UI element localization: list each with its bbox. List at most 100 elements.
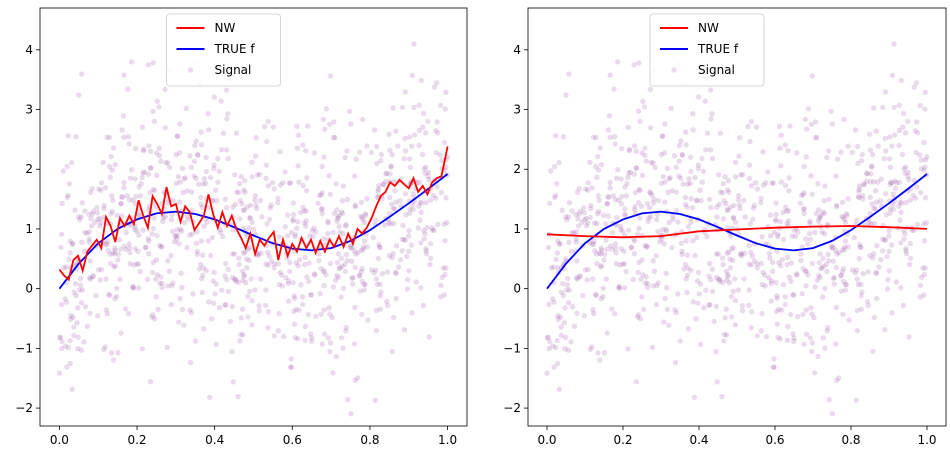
signal-point bbox=[614, 214, 620, 221]
signal-point bbox=[890, 191, 896, 197]
signal-point bbox=[118, 330, 124, 336]
signal-point bbox=[605, 127, 612, 133]
signal-point bbox=[402, 148, 409, 154]
signal-point bbox=[263, 287, 269, 293]
signal-point bbox=[809, 311, 815, 317]
signal-point bbox=[357, 288, 363, 294]
signal-point bbox=[76, 92, 82, 98]
signal-point bbox=[319, 210, 325, 217]
signal-point bbox=[907, 240, 914, 247]
signal-point bbox=[684, 252, 690, 258]
signal-point bbox=[256, 303, 262, 309]
signal-point bbox=[318, 311, 324, 317]
signal-point bbox=[232, 172, 238, 178]
signal-point bbox=[616, 197, 622, 203]
signal-point bbox=[236, 189, 242, 196]
signal-point bbox=[121, 72, 127, 78]
signal-point bbox=[324, 230, 331, 237]
signal-point bbox=[229, 349, 235, 355]
x-tick-label: 0.4 bbox=[205, 433, 224, 447]
signal-point bbox=[825, 251, 831, 258]
signal-point bbox=[664, 165, 671, 172]
signal-point bbox=[383, 170, 389, 177]
signal-point bbox=[359, 266, 365, 272]
signal-point bbox=[740, 171, 746, 178]
signal-point bbox=[121, 243, 128, 249]
signal-point bbox=[891, 41, 897, 47]
signal-point bbox=[631, 251, 638, 257]
signal-point bbox=[265, 309, 272, 315]
signal-point bbox=[770, 364, 776, 370]
signal-point bbox=[264, 249, 271, 256]
signal-point bbox=[805, 272, 811, 278]
signal-point bbox=[794, 272, 800, 278]
signal-point bbox=[373, 217, 379, 223]
signal-point bbox=[311, 271, 318, 277]
signal-point bbox=[706, 196, 713, 202]
signal-point bbox=[719, 394, 725, 400]
signal-point bbox=[435, 130, 441, 136]
signal-point bbox=[247, 202, 254, 209]
signal-point bbox=[409, 72, 415, 79]
signal-point bbox=[746, 162, 753, 168]
signal-point bbox=[618, 226, 624, 233]
signal-point bbox=[786, 188, 792, 194]
signal-point bbox=[809, 348, 815, 355]
signal-point bbox=[62, 343, 69, 349]
signal-point bbox=[597, 145, 603, 151]
signal-point bbox=[854, 143, 861, 150]
signal-point bbox=[337, 229, 343, 235]
signal-point bbox=[239, 201, 245, 207]
signal-point bbox=[397, 198, 403, 204]
signal-point bbox=[224, 116, 230, 122]
signal-point bbox=[607, 134, 613, 141]
signal-point bbox=[672, 359, 679, 366]
signal-point bbox=[171, 239, 178, 245]
signal-point bbox=[670, 216, 676, 223]
signal-point bbox=[288, 364, 295, 370]
signal-point bbox=[552, 133, 559, 139]
signal-point bbox=[392, 269, 399, 276]
signal-point bbox=[236, 181, 243, 187]
signal-point bbox=[748, 118, 755, 125]
signal-point bbox=[625, 174, 631, 181]
signal-point bbox=[136, 211, 142, 217]
signal-point bbox=[625, 346, 631, 352]
signal-point bbox=[814, 277, 821, 283]
signal-point bbox=[672, 153, 678, 159]
signal-point bbox=[799, 291, 805, 297]
signal-point bbox=[109, 167, 115, 173]
signal-point bbox=[238, 331, 244, 338]
signal-point bbox=[109, 193, 115, 199]
signal-point bbox=[818, 212, 824, 219]
signal-point bbox=[193, 240, 200, 246]
signal-point bbox=[891, 104, 897, 111]
signal-point bbox=[154, 172, 160, 178]
signal-point bbox=[240, 250, 247, 256]
signal-point bbox=[599, 247, 605, 253]
signal-point bbox=[338, 209, 345, 215]
signal-point bbox=[917, 294, 923, 300]
signal-point bbox=[816, 215, 822, 222]
signal-point bbox=[785, 208, 792, 214]
signal-point bbox=[243, 280, 249, 286]
x-tick-label: 1.0 bbox=[438, 433, 457, 447]
signal-point bbox=[229, 303, 235, 310]
signal-point bbox=[318, 192, 324, 198]
signal-point bbox=[64, 364, 70, 370]
signal-point bbox=[775, 334, 781, 341]
y-tick-label: 0 bbox=[513, 282, 521, 296]
signal-point bbox=[898, 285, 904, 291]
signal-point bbox=[777, 145, 783, 151]
signal-point bbox=[407, 164, 414, 170]
signal-point bbox=[730, 215, 737, 221]
signal-point bbox=[713, 349, 719, 355]
signal-point bbox=[821, 198, 827, 204]
signal-point bbox=[841, 116, 847, 123]
signal-point bbox=[754, 261, 761, 267]
signal-point bbox=[323, 272, 329, 278]
signal-point bbox=[97, 277, 104, 283]
signal-point bbox=[633, 165, 640, 171]
signal-point bbox=[360, 246, 366, 253]
signal-point bbox=[761, 272, 768, 278]
